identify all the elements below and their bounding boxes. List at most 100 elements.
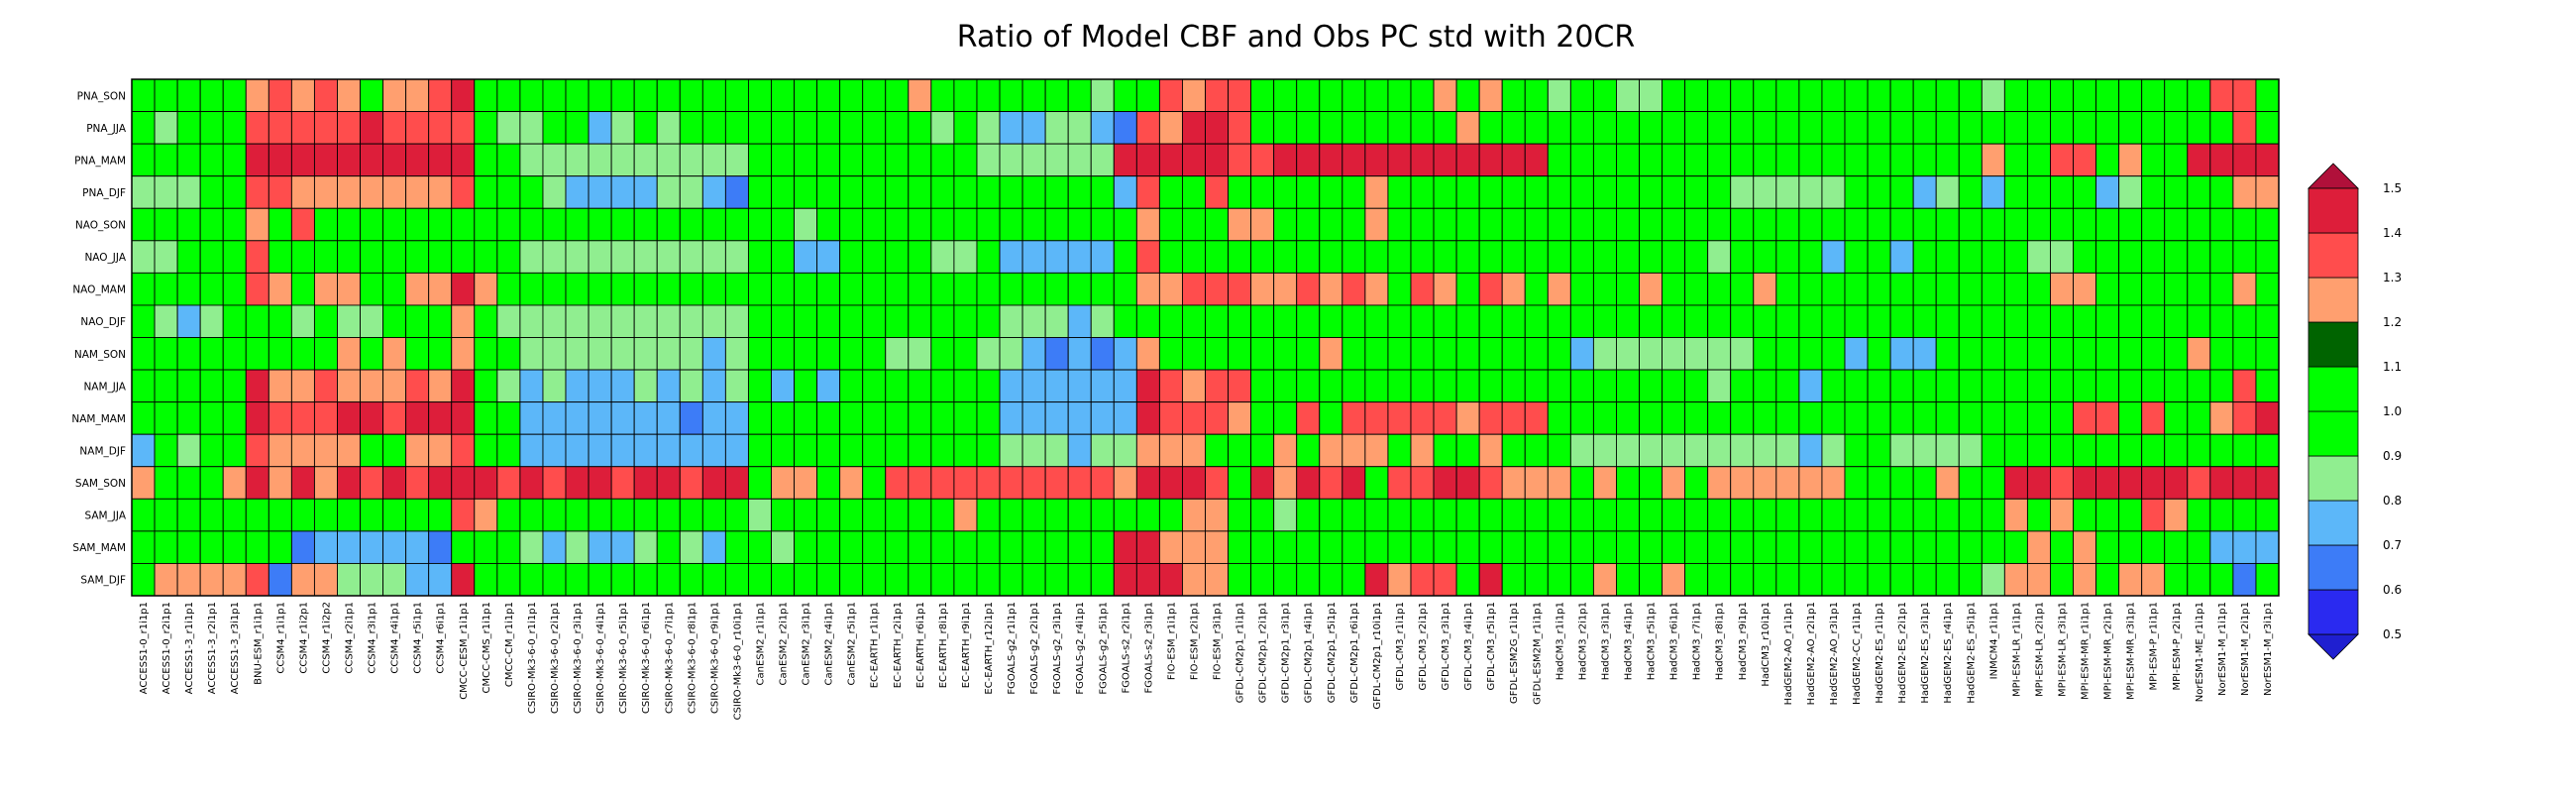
heatmap-cell — [2187, 175, 2211, 209]
heatmap-cell — [2026, 143, 2051, 177]
heatmap-cell — [908, 304, 932, 338]
heatmap-cell — [1616, 337, 1640, 371]
heatmap-cell — [908, 498, 932, 532]
column-label: CanESM2_r5i1p1 — [847, 602, 858, 685]
heatmap-cell — [131, 433, 156, 468]
heatmap-cell — [131, 111, 156, 145]
heatmap-cell — [2232, 78, 2257, 113]
heatmap-cell — [1775, 175, 1800, 209]
heatmap-cell — [2095, 433, 2120, 468]
column-label: INMCM4_r1i1p1 — [1988, 602, 1999, 679]
heatmap-cell — [999, 433, 1023, 468]
heatmap-cell — [1524, 272, 1549, 306]
heatmap-cell — [1455, 304, 1480, 338]
heatmap-cell — [976, 304, 1001, 338]
heatmap-cell — [2050, 337, 2074, 371]
heatmap-cell — [382, 466, 407, 500]
heatmap-cell — [1639, 401, 1664, 435]
heatmap-cell — [2003, 369, 2028, 403]
heatmap-cell — [1753, 78, 1777, 113]
heatmap-cell — [245, 240, 269, 274]
heatmap-cell — [1410, 369, 1435, 403]
heatmap-cell — [1844, 466, 1869, 500]
heatmap-cell — [930, 337, 955, 371]
heatmap-cell — [1524, 433, 1549, 468]
heatmap-cell — [1501, 304, 1526, 338]
heatmap-cell — [999, 240, 1023, 274]
heatmap-cell — [1844, 530, 1869, 564]
heatmap-cell — [953, 240, 978, 274]
heatmap-cell — [2141, 530, 2166, 564]
heatmap-cell — [1547, 143, 1571, 177]
column-label: CCSM4_r5i1p1 — [413, 602, 424, 674]
heatmap-cell — [1021, 143, 1046, 177]
heatmap-cell — [1867, 369, 1891, 403]
heatmap-cell — [839, 240, 864, 274]
column-label: MPI-ESM-LR_r1i1p1 — [2011, 602, 2022, 697]
heatmap-cell — [930, 401, 955, 435]
heatmap-cell — [290, 240, 315, 274]
heatmap-cell — [1639, 207, 1664, 242]
heatmap-cell — [747, 240, 772, 274]
heatmap-cell — [313, 337, 338, 371]
heatmap-cell — [199, 78, 224, 113]
heatmap-cell — [131, 562, 156, 597]
heatmap-cell — [222, 401, 247, 435]
heatmap-cell — [1684, 530, 1709, 564]
heatmap-cell — [1342, 466, 1366, 500]
heatmap-cell — [1273, 143, 1298, 177]
heatmap-cell — [2118, 337, 2143, 371]
heatmap-cell — [542, 530, 567, 564]
heatmap-cell — [1319, 240, 1343, 274]
heatmap-cell — [1478, 401, 1503, 435]
heatmap-cell — [1844, 369, 1869, 403]
column-label: HadGEM2-AO_r1i1p1 — [1783, 602, 1794, 705]
heatmap-cell — [1639, 111, 1664, 145]
colorbar-segment — [2308, 455, 2359, 502]
heatmap-cell — [1205, 304, 1229, 338]
heatmap-cell — [1821, 143, 1846, 177]
heatmap-cell — [1662, 337, 1686, 371]
heatmap-cell — [2255, 466, 2280, 500]
heatmap-cell — [1455, 272, 1480, 306]
heatmap-cell — [2003, 466, 2028, 500]
heatmap-cell — [199, 433, 224, 468]
heatmap-cell — [1181, 240, 1206, 274]
heatmap-cell — [2073, 272, 2097, 306]
heatmap-cell — [360, 530, 384, 564]
heatmap-cell — [382, 337, 407, 371]
heatmap-cell — [176, 175, 201, 209]
heatmap-cell — [610, 433, 635, 468]
colorbar-tick-label: 1.0 — [2383, 404, 2402, 418]
heatmap-cell — [1662, 498, 1686, 532]
heatmap-cell — [862, 111, 887, 145]
heatmap-cell — [953, 530, 978, 564]
heatmap-cell — [1158, 530, 1183, 564]
heatmap-cell — [2209, 240, 2234, 274]
heatmap-cell — [382, 175, 407, 209]
heatmap-cell — [771, 401, 795, 435]
heatmap-cell — [999, 401, 1023, 435]
heatmap-cell — [565, 337, 590, 371]
column-label: HadCM3_r8i1p1 — [1715, 602, 1726, 680]
heatmap-cell — [1113, 240, 1137, 274]
heatmap-cell — [2232, 433, 2257, 468]
heatmap-cell — [2187, 498, 2211, 532]
heatmap-cell — [2026, 304, 2051, 338]
heatmap-cell — [1135, 337, 1160, 371]
heatmap-cell — [1707, 498, 1732, 532]
heatmap-cell — [747, 207, 772, 242]
heatmap-cell — [382, 111, 407, 145]
heatmap-cell — [679, 272, 703, 306]
heatmap-cell — [290, 369, 315, 403]
heatmap-cell — [1889, 401, 1914, 435]
heatmap-cell — [908, 240, 932, 274]
heatmap-cell — [1639, 304, 1664, 338]
colorbar-segment — [2308, 410, 2359, 457]
heatmap-cell — [816, 240, 841, 274]
heatmap-cell — [451, 401, 476, 435]
heatmap-cell — [1296, 240, 1321, 274]
heatmap-cell — [268, 530, 292, 564]
heatmap-cell — [176, 240, 201, 274]
heatmap-cell — [1821, 240, 1846, 274]
